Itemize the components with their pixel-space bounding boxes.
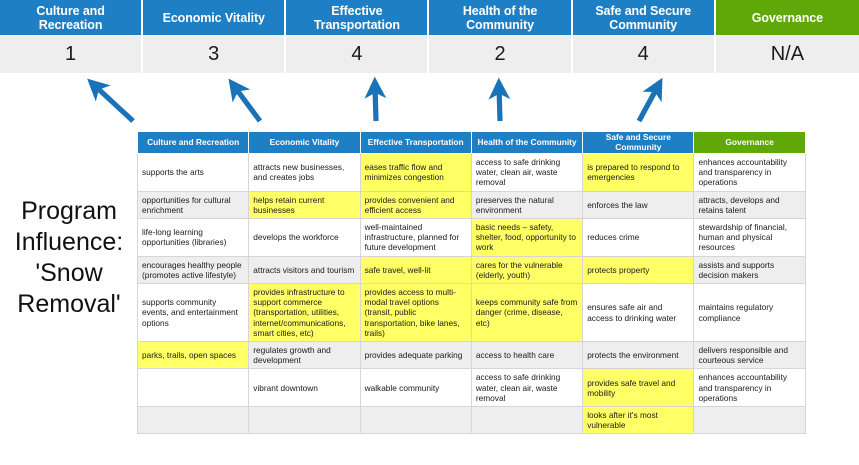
scorecard-header-1: Economic Vitality (143, 0, 287, 35)
matrix-cell-r4-c1: provides infrastructure to support comme… (248, 283, 361, 343)
matrix-header-cell-1: Economic Vitality (248, 131, 361, 154)
scorecard-header-3: Health of the Community (429, 0, 573, 35)
scorecard-header-5: Governance (715, 0, 859, 35)
arrow-layer (87, 76, 663, 123)
matrix-header-cell-4: Safe and Secure Community (582, 131, 695, 154)
influence-matrix-table: Culture and Recreation Economic Vitality E… (136, 131, 806, 435)
scorecard-header-4: Safe and Secure Community (572, 0, 716, 35)
matrix-cell-r2-c5: stewardship of financial, human and phys… (693, 218, 806, 257)
matrix-cell-r3-c5: assists and supports decision makers (693, 255, 806, 285)
influence-matrix: Culture and Recreation Economic Vitality E… (136, 131, 806, 435)
scorecard-score-0: 1 (0, 35, 144, 73)
matrix-cell-r6-c5: enhances accountability and transparency… (693, 368, 806, 408)
matrix-cell-r0-c5: enhances accountability and transparency… (693, 153, 806, 192)
matrix-cell-r2-c1: develops the workforce (248, 218, 361, 257)
matrix-cell-r0-c0: supports the arts (136, 153, 250, 192)
matrix-header-row: Culture and Recreation Economic Vitality E… (136, 131, 806, 154)
scorecard: Culture and Recreation Economic Vitality E… (0, 0, 859, 78)
scorecard-header-row: Culture and Recreation Economic Vitality E… (0, 0, 859, 35)
scorecard-header-2: Effective Transportation (286, 0, 430, 35)
matrix-cell-r6-c2: walkable community (359, 368, 472, 408)
matrix-row: opportunities for cultural enrichment hel… (136, 190, 806, 220)
matrix-cell-r6-c1: vibrant downtown (248, 368, 361, 408)
arrow-safe-and-secure-community (636, 77, 663, 123)
matrix-cell-r7-c3 (470, 406, 584, 435)
matrix-row: vibrant downtown walkable community access… (136, 368, 806, 408)
matrix-cell-r4-c0: supports community events, and entertain… (136, 283, 250, 343)
matrix-cell-r4-c4: ensures safe air and access to drinking … (582, 283, 695, 343)
scorecard-score-row: 1 3 4 2 4 N/A (0, 35, 859, 73)
scorecard-score-1: 3 (143, 35, 287, 73)
arrow-economic-vitality (228, 78, 263, 123)
matrix-cell-r0-c1: attracts new businesses, and creates job… (248, 153, 361, 192)
matrix-cell-r7-c5 (693, 406, 806, 435)
matrix-row: parks, trails, open spaces regulates grow… (136, 341, 806, 370)
matrix-cell-r7-c1 (248, 406, 361, 435)
matrix-cell-r7-c0 (136, 406, 250, 435)
matrix-cell-r5-c1: regulates growth and development (248, 341, 361, 370)
arrow-culture-and-recreation (87, 78, 135, 123)
matrix-cell-r3-c0: encourages healthy people (promotes acti… (136, 255, 250, 285)
matrix-row: supports the arts attracts new businesses… (136, 153, 806, 192)
matrix-cell-r3-c4: protects property (582, 255, 695, 285)
scorecard-underline (0, 73, 859, 78)
arrow-effective-transportation (364, 76, 387, 122)
matrix-cell-r7-c2 (359, 406, 472, 435)
matrix-cell-r6-c0 (136, 368, 250, 408)
matrix-cell-r1-c3: preserves the natural environment (470, 190, 584, 220)
matrix-cell-r5-c5: delivers responsible and courteous servi… (693, 341, 806, 370)
matrix-cell-r0-c4: is prepared to respond to emergencies (582, 153, 695, 192)
matrix-cell-r5-c3: access to health care (470, 341, 584, 370)
matrix-row: looks after it's most vulnerable (136, 406, 806, 435)
scorecard-score-4: 4 (572, 35, 716, 73)
matrix-cell-r5-c4: protects the environment (582, 341, 695, 370)
matrix-cell-r6-c3: access to safe drinking water, clean air… (470, 368, 584, 408)
program-influence-label: Program Influence: 'Snow Removal' (14, 197, 124, 318)
matrix-cell-r0-c2: eases traffic flow and minimizes congest… (359, 153, 472, 192)
matrix-cell-r2-c0: life-long learning opportunities (librar… (136, 218, 250, 257)
arrow-health-of-the-community (488, 77, 511, 122)
matrix-cell-r2-c2: well-maintained infrastructure, planned … (359, 218, 472, 257)
scorecard-score-3: 2 (429, 35, 573, 73)
matrix-cell-r1-c4: enforces the law (582, 190, 695, 220)
matrix-cell-r7-c4: looks after it's most vulnerable (582, 406, 695, 435)
matrix-cell-r2-c4: reduces crime (582, 218, 695, 257)
matrix-body: supports the arts attracts new businesses… (136, 153, 806, 435)
scorecard-score-2: 4 (286, 35, 430, 73)
matrix-row: encourages healthy people (promotes acti… (136, 255, 806, 285)
matrix-cell-r4-c3: keeps community safe from danger (crime,… (470, 283, 584, 343)
matrix-cell-r6-c4: provides safe travel and mobility (582, 368, 695, 408)
matrix-cell-r1-c5: attracts, develops and retains talent (693, 190, 806, 220)
matrix-header-cell-0: Culture and Recreation (136, 131, 250, 154)
matrix-cell-r4-c2: provides access to multi-modal travel op… (359, 283, 472, 343)
matrix-cell-r5-c0: parks, trails, open spaces (136, 341, 250, 370)
matrix-cell-r2-c3: basic needs – safety, shelter, food, opp… (470, 218, 584, 257)
matrix-row: life-long learning opportunities (librar… (136, 218, 806, 257)
matrix-row: supports community events, and entertain… (136, 283, 806, 343)
matrix-cell-r1-c1: helps retain current businesses (248, 190, 361, 220)
matrix-header-cell-3: Health of the Community (470, 131, 584, 154)
matrix-header-cell-2: Effective Transportation (359, 131, 472, 154)
matrix-cell-r3-c1: attracts visitors and tourism (248, 255, 361, 285)
scorecard-score-5: N/A (715, 35, 859, 73)
matrix-cell-r1-c2: provides convenient and efficient access (359, 190, 472, 220)
matrix-cell-r3-c3: cares for the vulnerable (elderly, youth… (470, 255, 584, 285)
matrix-cell-r4-c5: maintains regulatory compliance (693, 283, 806, 343)
scorecard-header-0: Culture and Recreation (0, 0, 144, 35)
matrix-cell-r0-c3: access to safe drinking water, clean air… (470, 153, 584, 192)
matrix-header-cell-5: Governance (693, 131, 806, 154)
matrix-header: Culture and Recreation Economic Vitality E… (136, 131, 806, 154)
matrix-cell-r1-c0: opportunities for cultural enrichment (136, 190, 250, 220)
matrix-cell-r3-c2: safe travel, well-lit (359, 255, 472, 285)
matrix-cell-r5-c2: provides adequate parking (359, 341, 472, 370)
